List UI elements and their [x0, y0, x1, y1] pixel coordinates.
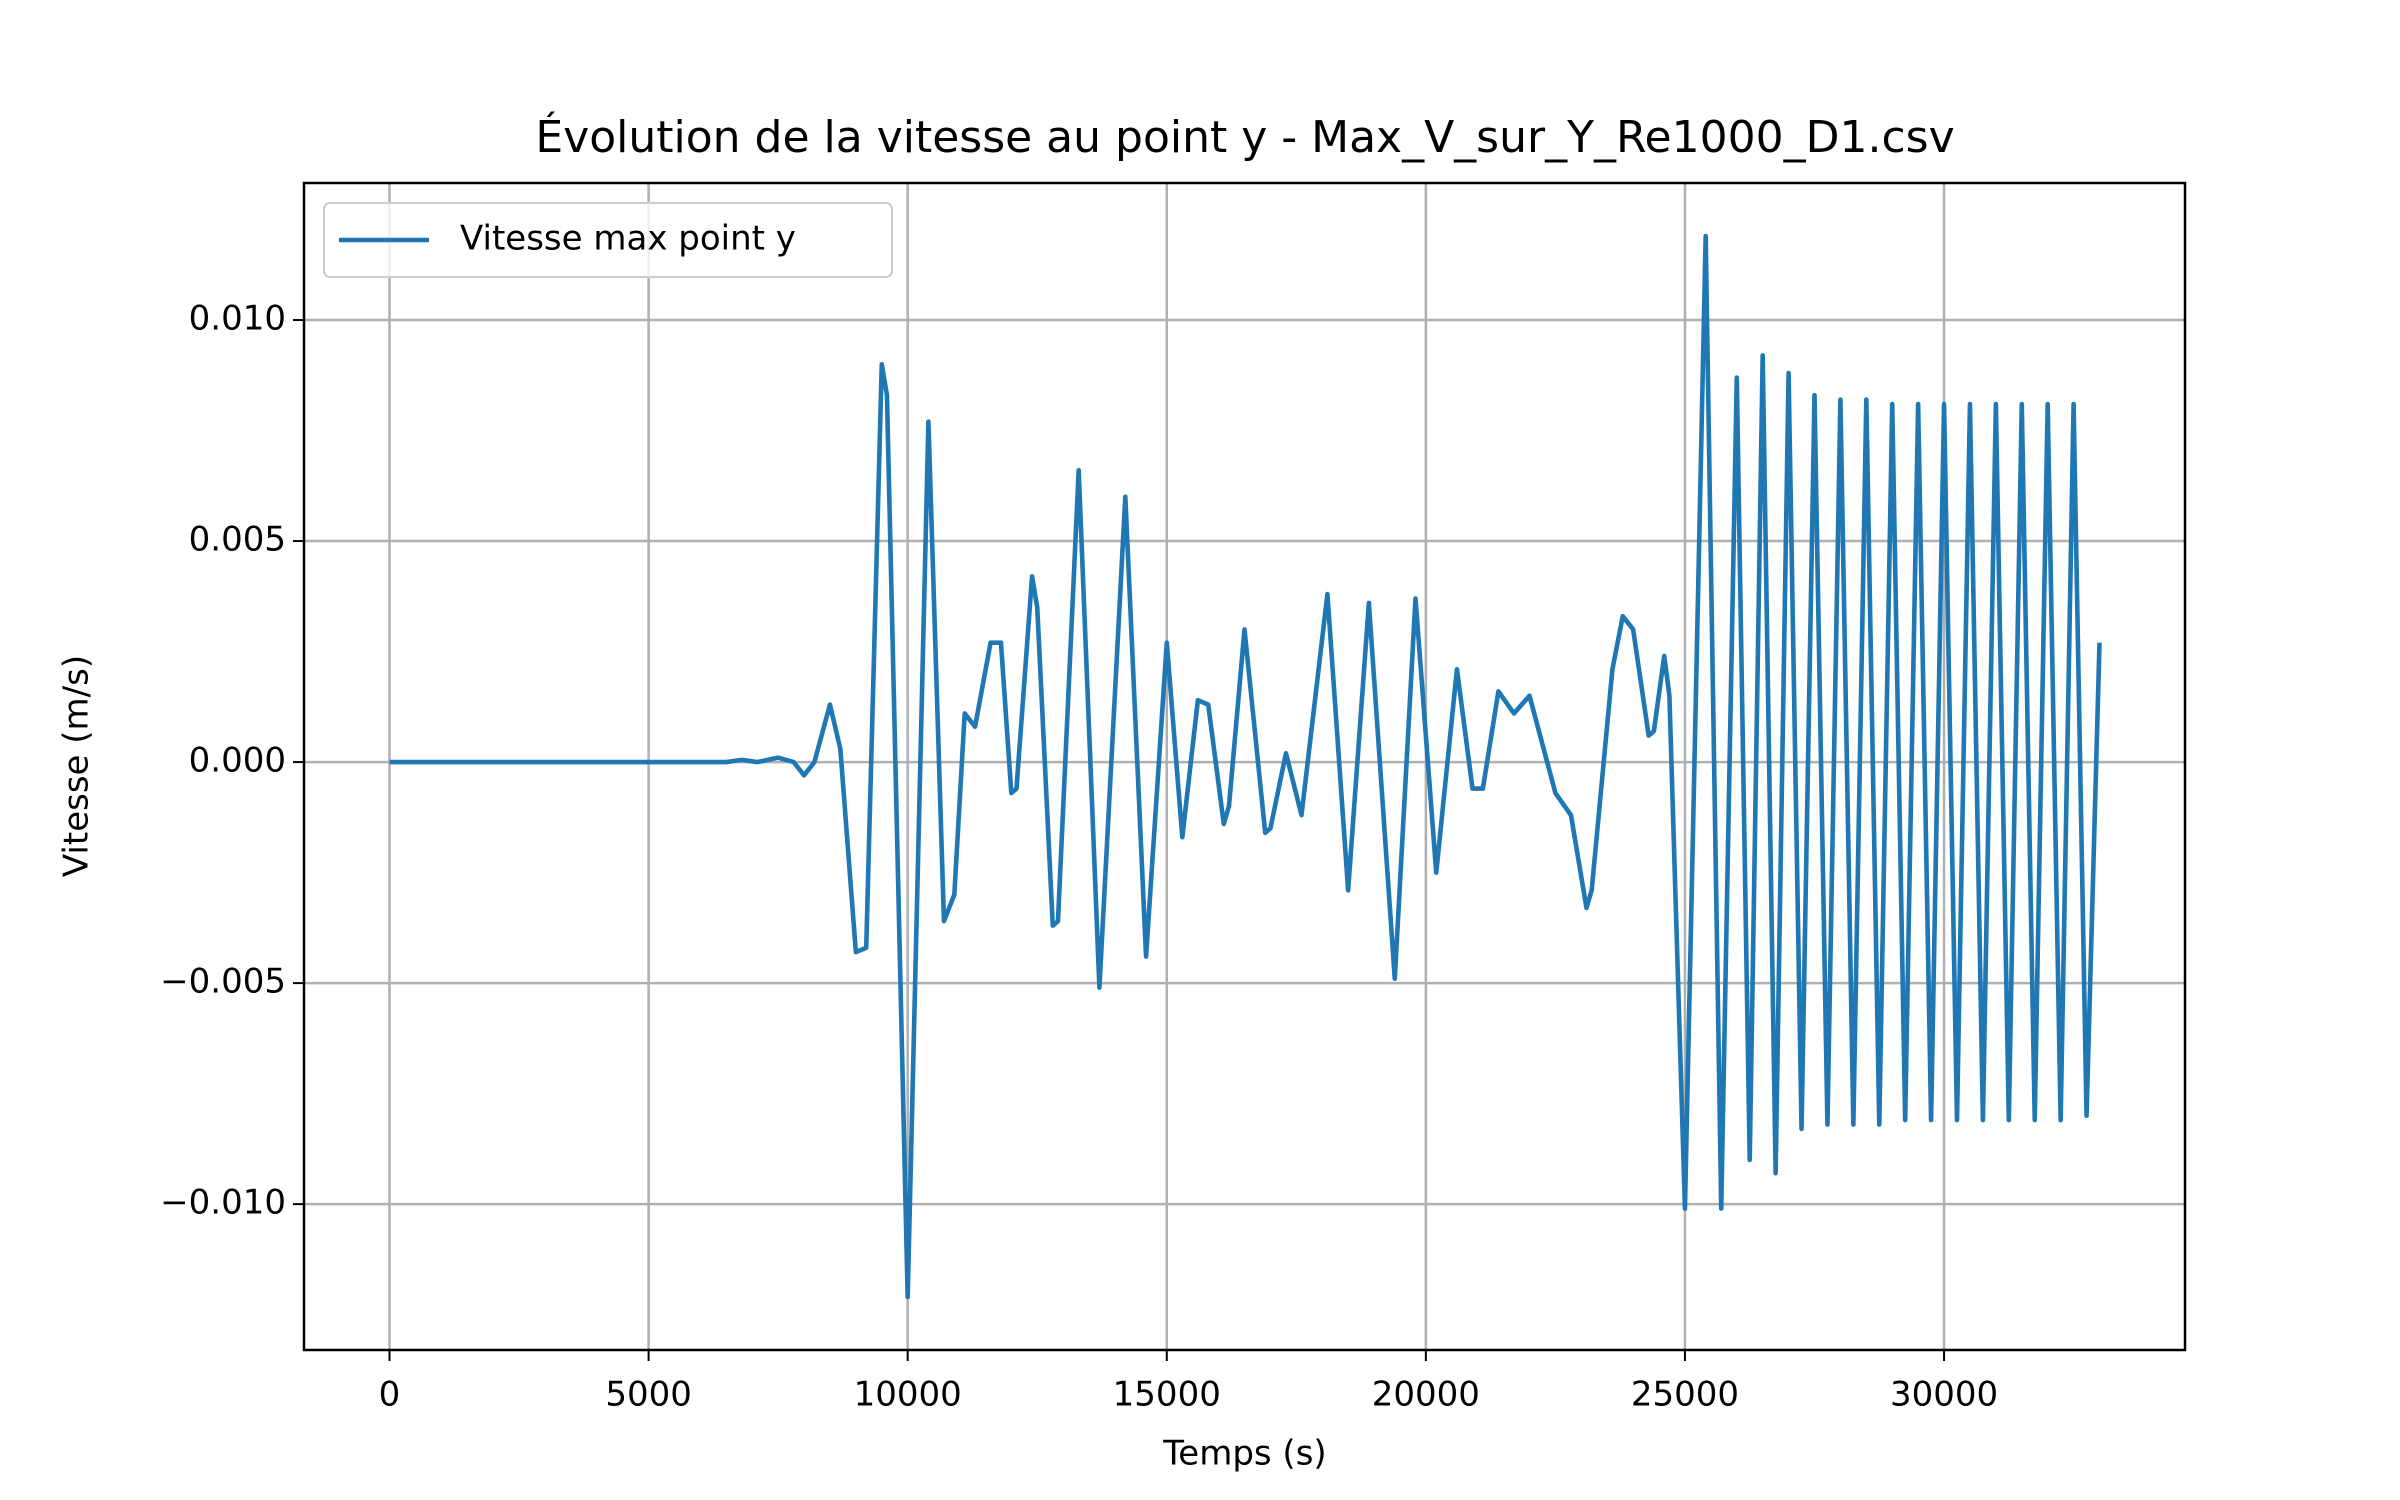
- y-tick-label: −0.005: [160, 962, 286, 1002]
- x-tick-label: 0: [379, 1375, 401, 1415]
- x-tick-label: 20000: [1372, 1375, 1480, 1415]
- y-tick-label: 0.000: [189, 741, 286, 781]
- x-tick-label: 5000: [605, 1375, 692, 1415]
- x-tick-label: 25000: [1631, 1375, 1739, 1415]
- y-tick-label: −0.010: [160, 1183, 286, 1223]
- x-tick-label: 15000: [1113, 1375, 1221, 1415]
- x-tick-label: 30000: [1890, 1375, 1998, 1415]
- x-axis-label: Temps (s): [1162, 1434, 1326, 1474]
- data-line: [389, 233, 2102, 1300]
- chart-title: Évolution de la vitesse au point y - Max…: [535, 110, 1954, 163]
- x-tick-label: 10000: [854, 1375, 962, 1415]
- y-axis-label: Vitesse (m/s): [57, 655, 97, 877]
- y-tick-label: 0.005: [189, 520, 286, 560]
- y-tick-label: 0.010: [189, 299, 286, 339]
- legend-label: Vitesse max point y: [460, 219, 796, 259]
- plot-frame: [302, 181, 2187, 1352]
- legend-box: [323, 202, 893, 278]
